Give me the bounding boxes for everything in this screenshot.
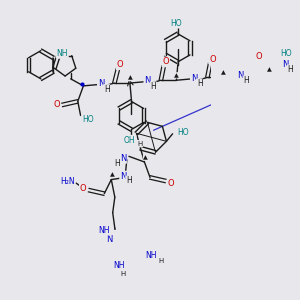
Text: H: H bbox=[159, 258, 164, 264]
Text: HO: HO bbox=[177, 128, 188, 137]
Text: HO: HO bbox=[280, 49, 292, 58]
Text: O: O bbox=[163, 57, 169, 66]
Text: N: N bbox=[98, 79, 104, 88]
Text: H: H bbox=[121, 271, 126, 277]
Text: N: N bbox=[237, 71, 244, 80]
Text: NH: NH bbox=[98, 226, 109, 235]
Text: H: H bbox=[150, 82, 156, 91]
Text: ▲: ▲ bbox=[143, 155, 148, 160]
Text: =: = bbox=[0, 299, 1, 300]
Text: H: H bbox=[197, 79, 203, 88]
Text: N: N bbox=[106, 235, 112, 244]
Text: H: H bbox=[137, 141, 142, 147]
Text: ▲: ▲ bbox=[128, 76, 132, 81]
Text: N: N bbox=[191, 74, 197, 82]
Text: H: H bbox=[126, 176, 132, 185]
Text: OH: OH bbox=[124, 136, 136, 145]
Text: NH: NH bbox=[146, 251, 157, 260]
Text: ▲: ▲ bbox=[174, 73, 179, 78]
Text: ▲: ▲ bbox=[267, 67, 272, 72]
Text: NH: NH bbox=[113, 261, 125, 270]
Text: O: O bbox=[168, 178, 175, 188]
Text: N: N bbox=[120, 172, 127, 181]
Text: ▲: ▲ bbox=[110, 172, 115, 177]
Text: N: N bbox=[282, 60, 288, 69]
Text: H: H bbox=[243, 76, 249, 85]
Text: HO: HO bbox=[82, 115, 94, 124]
Text: H: H bbox=[104, 85, 110, 94]
Text: O: O bbox=[209, 55, 216, 64]
Text: O: O bbox=[117, 60, 123, 69]
Text: H: H bbox=[288, 65, 293, 74]
Text: N: N bbox=[144, 76, 151, 85]
Text: O: O bbox=[80, 184, 86, 193]
Text: O: O bbox=[256, 52, 262, 61]
Text: H: H bbox=[115, 159, 121, 168]
Text: HO: HO bbox=[171, 19, 182, 28]
Text: H₂N: H₂N bbox=[60, 177, 75, 186]
Text: NH: NH bbox=[56, 49, 68, 58]
Text: ▲: ▲ bbox=[220, 70, 225, 75]
Text: N: N bbox=[120, 154, 126, 163]
Text: O: O bbox=[53, 100, 60, 109]
